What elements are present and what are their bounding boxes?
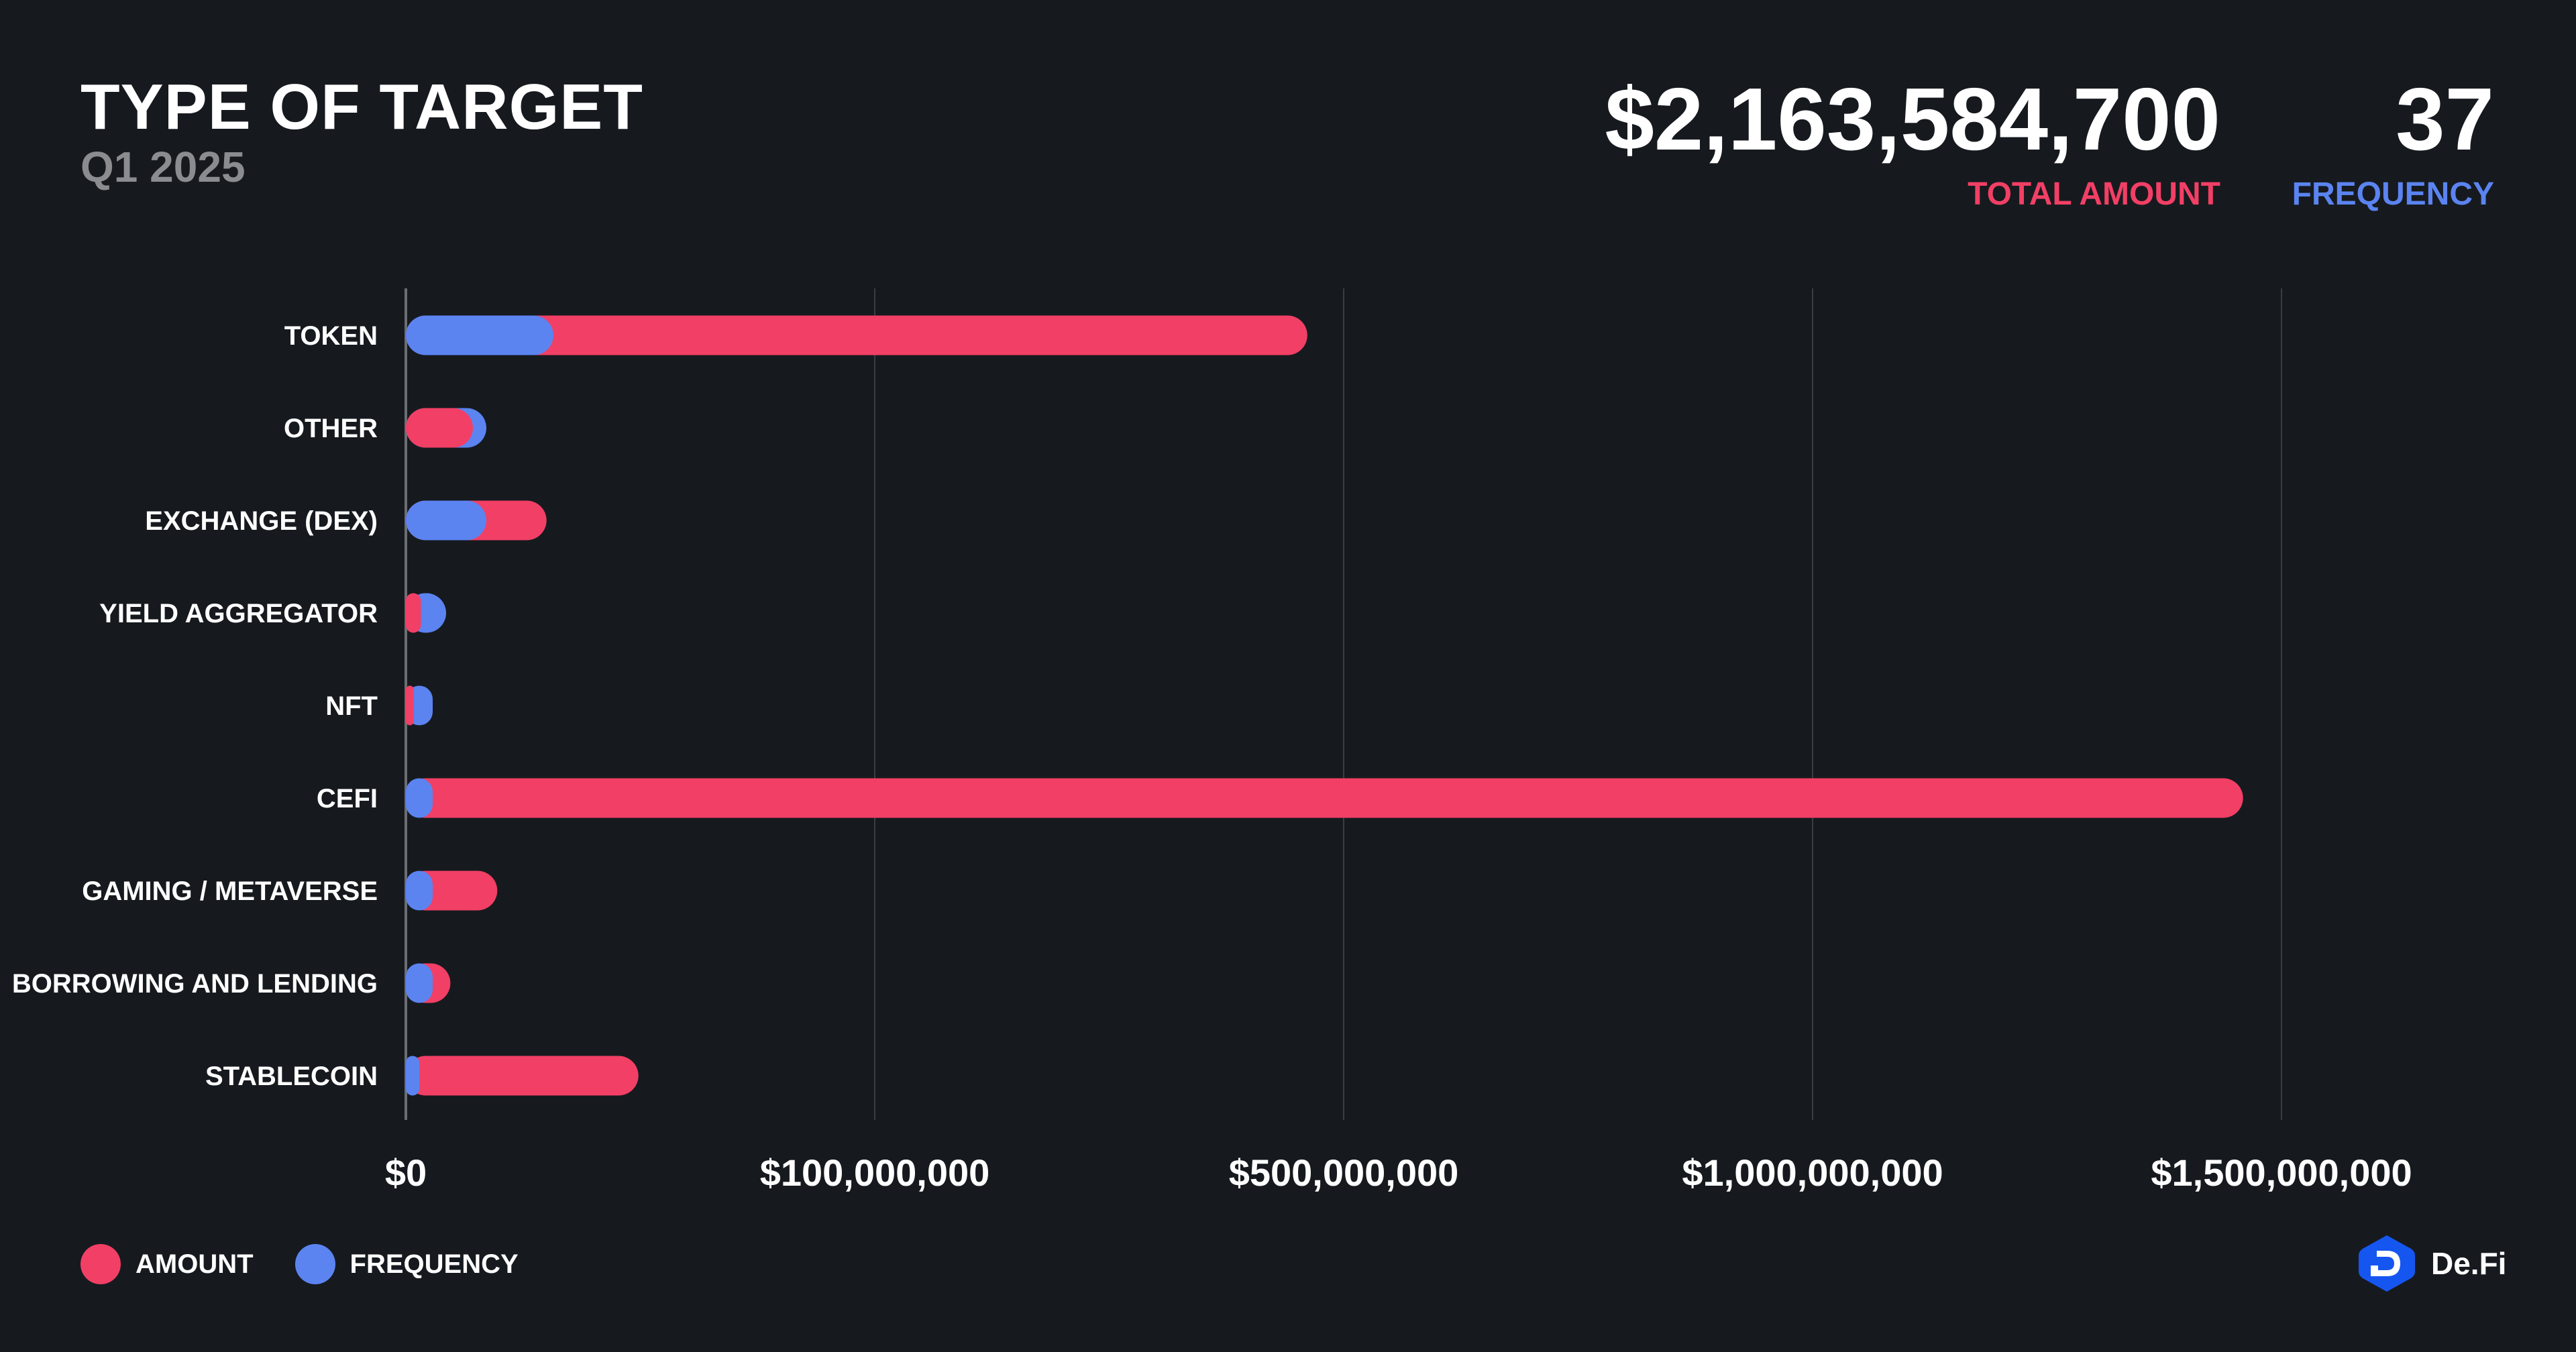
frequency-bar [406, 500, 486, 541]
category-label: OTHER [284, 414, 378, 443]
amount-bar [406, 685, 414, 726]
frequency-bar [406, 315, 553, 355]
category-label: TOKEN [284, 321, 378, 351]
frequency-bar [406, 778, 433, 818]
category-label: GAMING / METAVERSE [82, 877, 378, 906]
logo-text: De.Fi [2431, 1246, 2507, 1281]
frequency-dot-icon [294, 1244, 335, 1284]
amount-bar [406, 408, 473, 448]
category-label: NFT [325, 691, 378, 721]
legend-label: AMOUNT [136, 1249, 254, 1279]
frequency-bar [406, 870, 433, 911]
total-amount-label: TOTAL AMOUNT [1968, 176, 2220, 212]
defi-logo: De.Fi [2359, 1235, 2506, 1292]
x-tick-label: $500,000,000 [1229, 1151, 1459, 1194]
category-label: STABLECOIN [205, 1062, 378, 1091]
defi-logo-icon [2359, 1235, 2415, 1292]
legend: AMOUNT FREQUENCY [80, 1244, 560, 1284]
frequency-bar [406, 1056, 419, 1096]
amount-bar [406, 593, 421, 633]
total-amount-stat: $2,163,584,700 TOTAL AMOUNT [1605, 75, 2220, 213]
x-tick-label: $1,500,000,000 [2151, 1151, 2412, 1194]
frequency-value: 37 [2396, 70, 2494, 168]
legend-item-amount: AMOUNT [80, 1244, 254, 1284]
category-label: EXCHANGE (DEX) [145, 506, 378, 536]
amount-bar [406, 1056, 639, 1096]
category-label: BORROWING AND LENDING [12, 969, 378, 999]
x-tick-label: $1,000,000,000 [1682, 1151, 1943, 1194]
page-title: TYPE OF TARGET [80, 71, 643, 143]
amount-dot-icon [80, 1244, 121, 1284]
frequency-stat: 37 FREQUENCY [2292, 75, 2494, 213]
total-amount-value: $2,163,584,700 [1605, 70, 2220, 168]
frequency-bar [406, 963, 433, 1003]
frequency-label: FREQUENCY [2292, 176, 2494, 212]
legend-item-frequency: FREQUENCY [294, 1244, 519, 1284]
x-tick-label: $0 [385, 1151, 427, 1194]
amount-bar [406, 778, 2243, 818]
legend-label: FREQUENCY [350, 1249, 519, 1279]
category-label: CEFI [317, 784, 378, 813]
amount-bar [406, 315, 1307, 355]
x-tick-label: $100,000,000 [760, 1151, 990, 1194]
page-subtitle: Q1 2025 [80, 143, 246, 191]
category-label: YIELD AGGREGATOR [99, 599, 378, 628]
